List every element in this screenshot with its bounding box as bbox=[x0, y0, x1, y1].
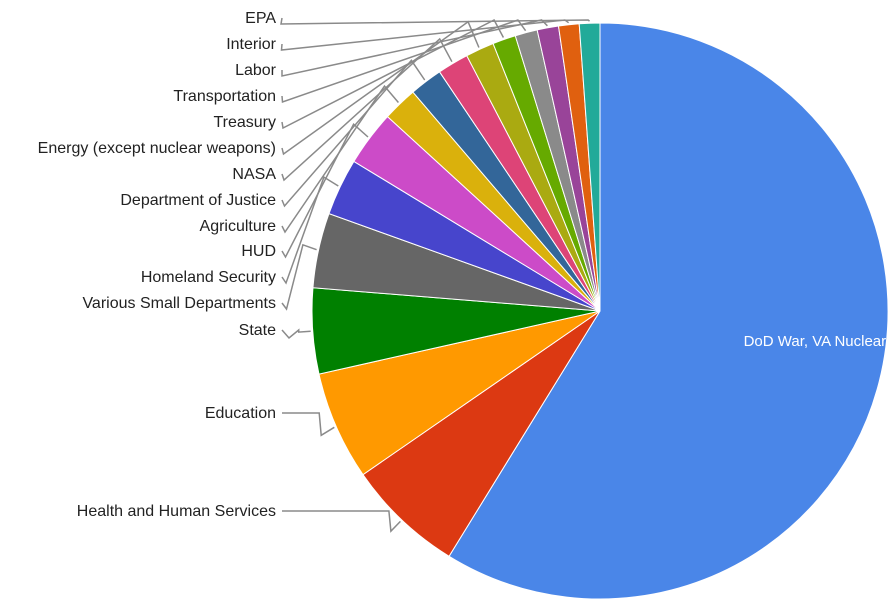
leader-lines bbox=[280, 17, 591, 533]
leader-line-hud bbox=[281, 122, 369, 259]
slice-label-epa: EPA bbox=[245, 10, 276, 27]
slice-label-health-and-human-services: Health and Human Services bbox=[77, 503, 276, 520]
slice-label-education: Education bbox=[205, 405, 276, 422]
slice-label-interior: Interior bbox=[226, 36, 276, 53]
slice-label-hud: HUD bbox=[241, 243, 276, 260]
leader-line-department-of-justice bbox=[281, 59, 426, 208]
slice-label-department-of-justice: Department of Justice bbox=[120, 192, 276, 209]
leader-line-nasa bbox=[281, 37, 453, 182]
slice-label-state: State bbox=[239, 322, 276, 339]
slice-label-agriculture: Agriculture bbox=[200, 218, 277, 235]
slice-label-energy-except-nuclear-weapons: Energy (except nuclear weapons) bbox=[38, 140, 276, 157]
leader-line-various-small-departments bbox=[281, 243, 317, 311]
leader-line-epa bbox=[280, 17, 591, 25]
leader-line-health-and-human-services bbox=[282, 510, 401, 533]
slice-label-various-small-departments: Various Small Departments bbox=[82, 295, 276, 312]
leader-line-agriculture bbox=[281, 84, 399, 234]
slice-label-transportation: Transportation bbox=[173, 88, 276, 105]
slice-labels: DoD War, VA Nuclear Weapons Health and Hu… bbox=[38, 10, 895, 520]
pie-slice-dod-war-va-nuclear-weapons bbox=[448, 22, 889, 600]
slice-label-nasa: NASA bbox=[232, 166, 276, 183]
leader-line-education bbox=[282, 412, 335, 437]
slice-label-dod-war-va-nuclear-weapons: DoD War, VA Nuclear Weapons bbox=[744, 333, 895, 350]
leader-line-state bbox=[281, 328, 311, 340]
slice-label-homeland-security: Homeland Security bbox=[141, 269, 276, 286]
slice-label-treasury: Treasury bbox=[213, 114, 276, 131]
leader-line-homeland-security bbox=[281, 175, 339, 285]
leader-line-interior bbox=[280, 19, 570, 51]
pie-slices bbox=[311, 22, 889, 600]
pie-slice-epa bbox=[578, 22, 601, 312]
pie-slice-health-and-human-services bbox=[362, 310, 601, 557]
leader-line-transportation bbox=[281, 19, 527, 104]
slice-label-labor: Labor bbox=[235, 62, 277, 79]
